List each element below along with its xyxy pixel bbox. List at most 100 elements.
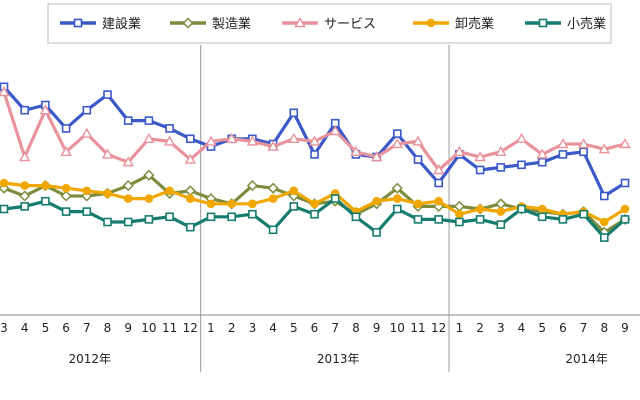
month-tick-label: 5 — [42, 321, 50, 335]
data-point — [267, 140, 279, 151]
data-point — [206, 212, 216, 222]
data-point — [330, 194, 340, 203]
data-point — [81, 127, 93, 138]
data-point — [186, 134, 195, 144]
data-point — [392, 204, 402, 214]
data-point — [517, 204, 526, 214]
data-point — [248, 209, 257, 219]
data-point — [475, 215, 485, 224]
month-tick-label: 9 — [621, 321, 629, 335]
legend-swatch-marker — [73, 18, 83, 28]
data-point — [579, 209, 588, 219]
data-point — [19, 151, 31, 162]
data-point — [620, 204, 630, 214]
data-point — [329, 125, 341, 136]
data-point — [226, 132, 238, 144]
data-point — [391, 138, 403, 149]
data-point — [122, 180, 134, 192]
data-point — [103, 90, 112, 99]
data-point — [455, 217, 464, 227]
month-tick-label: 3 — [497, 321, 505, 335]
legend-label: 卸売業 — [455, 16, 494, 32]
year-label: 2013年 — [317, 352, 360, 366]
axis-layer: 3 4 5 6 7 8 9 10 11 12 1 2 3 4 5 6 7 8 9 10 11 12 1 2 3 4 5 6 7 8 9201… — [0, 45, 640, 372]
data-point — [413, 199, 423, 209]
data-point — [186, 194, 195, 203]
data-point — [434, 215, 444, 224]
data-point — [268, 225, 278, 235]
data-point — [165, 186, 174, 196]
month-tick-label: 10 — [390, 321, 405, 335]
data-point — [186, 222, 195, 232]
data-point — [599, 233, 609, 242]
month-tick-label: 9 — [373, 321, 381, 335]
month-tick-label: 2 — [228, 321, 236, 335]
month-tick-label: 11 — [162, 321, 177, 335]
data-point — [82, 207, 92, 216]
data-point — [103, 217, 112, 227]
data-point — [537, 204, 547, 214]
month-tick-label: 2 — [476, 321, 484, 335]
data-point — [453, 145, 466, 157]
data-point — [246, 180, 258, 192]
data-point — [41, 181, 50, 190]
data-point — [598, 143, 610, 154]
data-point — [0, 204, 9, 214]
data-point — [246, 135, 259, 146]
data-point — [620, 178, 630, 188]
data-point — [599, 191, 609, 201]
data-point — [370, 151, 383, 162]
month-tick-label: 6 — [311, 321, 319, 335]
data-point — [61, 183, 71, 193]
data-point — [433, 164, 445, 175]
data-point — [184, 153, 196, 164]
data-point — [82, 105, 92, 115]
data-point — [289, 108, 299, 118]
month-tick-label: 12 — [431, 321, 446, 335]
month-tick-label: 1 — [207, 321, 215, 335]
data-point — [227, 212, 236, 222]
month-tick-label: 6 — [559, 321, 567, 335]
legend-label: 建設業 — [102, 16, 141, 32]
data-point — [310, 150, 319, 159]
month-tick-label: 5 — [290, 321, 298, 335]
month-tick-label: 3 — [249, 321, 257, 335]
data-point — [144, 215, 154, 224]
month-tick-label: 7 — [83, 321, 91, 335]
month-tick-label: 12 — [183, 321, 198, 335]
series-1 — [0, 82, 630, 201]
data-point — [61, 207, 71, 216]
data-point — [558, 215, 568, 224]
year-label: 2014年 — [565, 352, 608, 366]
data-point — [392, 129, 402, 138]
data-point — [579, 147, 588, 157]
data-point — [351, 212, 361, 222]
series-5 — [0, 194, 630, 242]
data-point — [39, 104, 52, 115]
data-point — [619, 138, 631, 149]
data-point — [206, 199, 216, 209]
data-point — [60, 145, 72, 157]
data-point — [537, 157, 547, 167]
month-tick-label: 8 — [352, 321, 360, 335]
legend-swatch-marker — [182, 17, 194, 29]
data-point — [144, 116, 154, 125]
data-point — [143, 132, 155, 144]
data-point — [558, 150, 568, 159]
year-label: 2012年 — [69, 352, 112, 366]
data-point — [391, 182, 403, 194]
data-point — [515, 132, 528, 144]
data-point — [557, 138, 569, 149]
data-point — [413, 155, 423, 164]
data-point — [496, 163, 506, 172]
data-point — [248, 199, 257, 209]
month-tick-label: 9 — [124, 321, 132, 335]
series-layer — [0, 82, 631, 242]
data-point — [268, 194, 278, 203]
month-tick-label: 7 — [331, 321, 339, 335]
data-point — [101, 148, 114, 159]
data-point — [0, 178, 9, 188]
data-point — [620, 215, 630, 224]
data-point — [20, 202, 30, 211]
